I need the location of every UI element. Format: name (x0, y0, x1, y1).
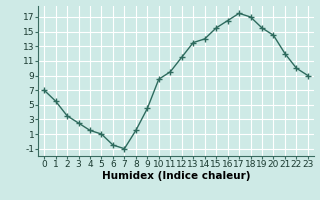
X-axis label: Humidex (Indice chaleur): Humidex (Indice chaleur) (102, 171, 250, 181)
